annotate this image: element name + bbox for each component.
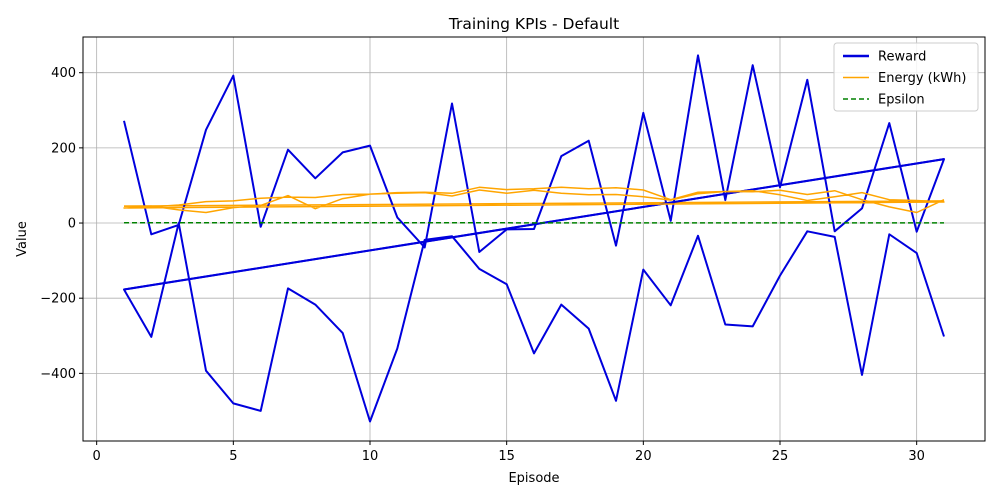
x-tick-label: 10 (362, 449, 379, 464)
y-tick-label: 0 (68, 217, 76, 232)
reward-series-line (123, 54, 945, 423)
y-tick-label: −200 (40, 292, 76, 307)
plot-frame (82, 36, 986, 442)
x-tick-label: 5 (229, 449, 237, 464)
legend-label-energy-kwh: Energy (kWh) (878, 71, 966, 86)
x-tick-label: 30 (908, 449, 925, 464)
y-tick-label: 400 (51, 66, 76, 81)
energy-kwh-series-line (123, 186, 945, 214)
x-tick-label: 25 (772, 449, 789, 464)
x-axis-label: Episode (508, 471, 559, 486)
legend-label-reward: Reward (878, 50, 926, 65)
x-tick-label: 15 (498, 449, 515, 464)
series-layer (123, 54, 945, 423)
y-tick-label: 200 (51, 141, 76, 156)
legend-box (833, 42, 979, 112)
y-axis-label: Value (15, 221, 30, 257)
chart-title: Training KPIs - Default (448, 15, 619, 33)
legend: Reward Energy (kWh) Epsilon (833, 42, 979, 112)
legend-label-epsilon: Epsilon (878, 93, 925, 108)
x-tick-label: 0 (93, 449, 101, 464)
y-tick-label: −400 (40, 367, 76, 382)
ticks: 0 5 10 15 20 25 30 −400 −200 0 200 400 (40, 66, 925, 464)
grid (83, 37, 985, 441)
x-tick-label: 20 (635, 449, 652, 464)
